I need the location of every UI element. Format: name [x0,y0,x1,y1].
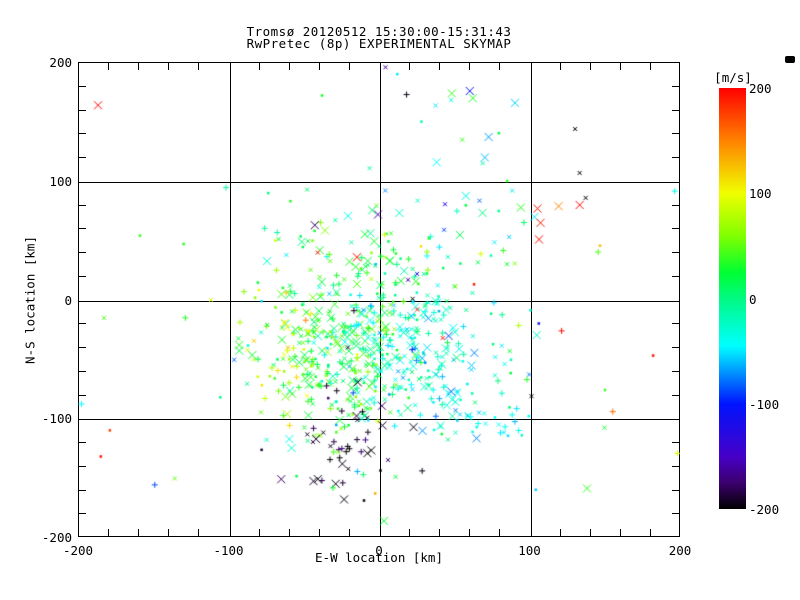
minor-tick-y [79,205,86,206]
plot-title-line1: Tromsø 20120512 15:30:00-15:31:43 [246,24,512,39]
minor-tick-y [672,371,679,372]
minor-tick-y [672,276,679,277]
minor-tick-y [672,205,679,206]
minor-tick-y [672,347,679,348]
minor-tick-y [79,133,86,134]
minor-tick-x [590,529,591,536]
minor-tick-x [409,63,410,70]
minor-tick-x [319,529,320,536]
minor-tick-x [590,63,591,70]
minor-tick-x [560,63,561,70]
minor-tick-x [198,63,199,70]
minor-tick-x [259,63,260,70]
minor-tick-y [79,276,86,277]
x-axis-title: E-W location [km] [315,550,443,565]
minor-tick-x [620,529,621,536]
minor-tick-y [672,323,679,324]
minor-tick-x [168,63,169,70]
minor-tick-y [79,157,86,158]
colorbar-tick-label: 100 [749,186,772,202]
minor-tick-x [259,529,260,536]
minor-tick-y [79,228,86,229]
minor-tick-x [469,529,470,536]
minor-tick-y [672,252,679,253]
minor-tick-x [319,63,320,70]
minor-tick-y [672,513,679,514]
minor-tick-x [108,63,109,70]
minor-tick-y [79,110,86,111]
x-tick-label: 200 [668,543,692,558]
minor-tick-x [198,529,199,536]
minor-tick-x [289,63,290,70]
minor-tick-y [79,347,86,348]
minor-tick-y [79,490,86,491]
minor-tick-x [138,63,139,70]
minor-tick-y [672,157,679,158]
y-tick-label: 100 [49,173,72,189]
minor-tick-x [439,63,440,70]
minor-tick-y [672,442,679,443]
minor-tick-y [79,86,86,87]
colorbar-gradient [719,88,746,509]
minor-tick-y [79,371,86,372]
minor-tick-y [672,86,679,87]
minor-tick-x [650,529,651,536]
minor-tick-y [672,395,679,396]
minor-tick-x [289,529,290,536]
minor-tick-y [672,133,679,134]
minor-tick-y [672,490,679,491]
minor-tick-x [469,63,470,70]
minor-tick-x [560,529,561,536]
minor-tick-x [620,63,621,70]
minor-tick-y [672,466,679,467]
minor-tick-y [79,442,86,443]
minor-tick-x [349,63,350,70]
minor-tick-y [79,323,86,324]
colorbar-unit-label: [m/s] [714,70,752,85]
minor-tick-x [138,529,139,536]
minor-tick-x [349,529,350,536]
minor-tick-y [79,395,86,396]
scatter-points-canvas [78,62,680,537]
x-tick-label: 100 [518,543,541,558]
x-tick-label: 0 [375,543,383,558]
minor-tick-x [499,529,500,536]
y-tick-label: -100 [41,411,72,427]
minor-tick-x [439,529,440,536]
minor-tick-x [108,529,109,536]
minor-tick-y [672,110,679,111]
y-tick-label: 0 [64,292,72,308]
minor-tick-x [409,529,410,536]
colorbar-tick-label: 0 [749,291,757,307]
colorbar-tick-label: 200 [749,81,772,96]
y-tick-label: 200 [49,55,72,70]
minor-tick-y [79,513,86,514]
corner-mark [785,56,795,63]
x-tick-label: -100 [213,543,244,558]
colorbar-tick-label: -100 [749,396,780,412]
minor-tick-x [168,529,169,536]
y-tick-label: -200 [41,530,72,545]
x-tick-label: -200 [62,543,94,558]
minor-tick-x [650,63,651,70]
minor-tick-y [79,466,86,467]
plot-title-line2: RwPretec (8p) EXPERIMENTAL SKYMAP [246,36,512,51]
colorbar-tick-label: -200 [749,502,780,517]
minor-tick-y [79,252,86,253]
minor-tick-x [499,63,500,70]
minor-tick-y [672,228,679,229]
